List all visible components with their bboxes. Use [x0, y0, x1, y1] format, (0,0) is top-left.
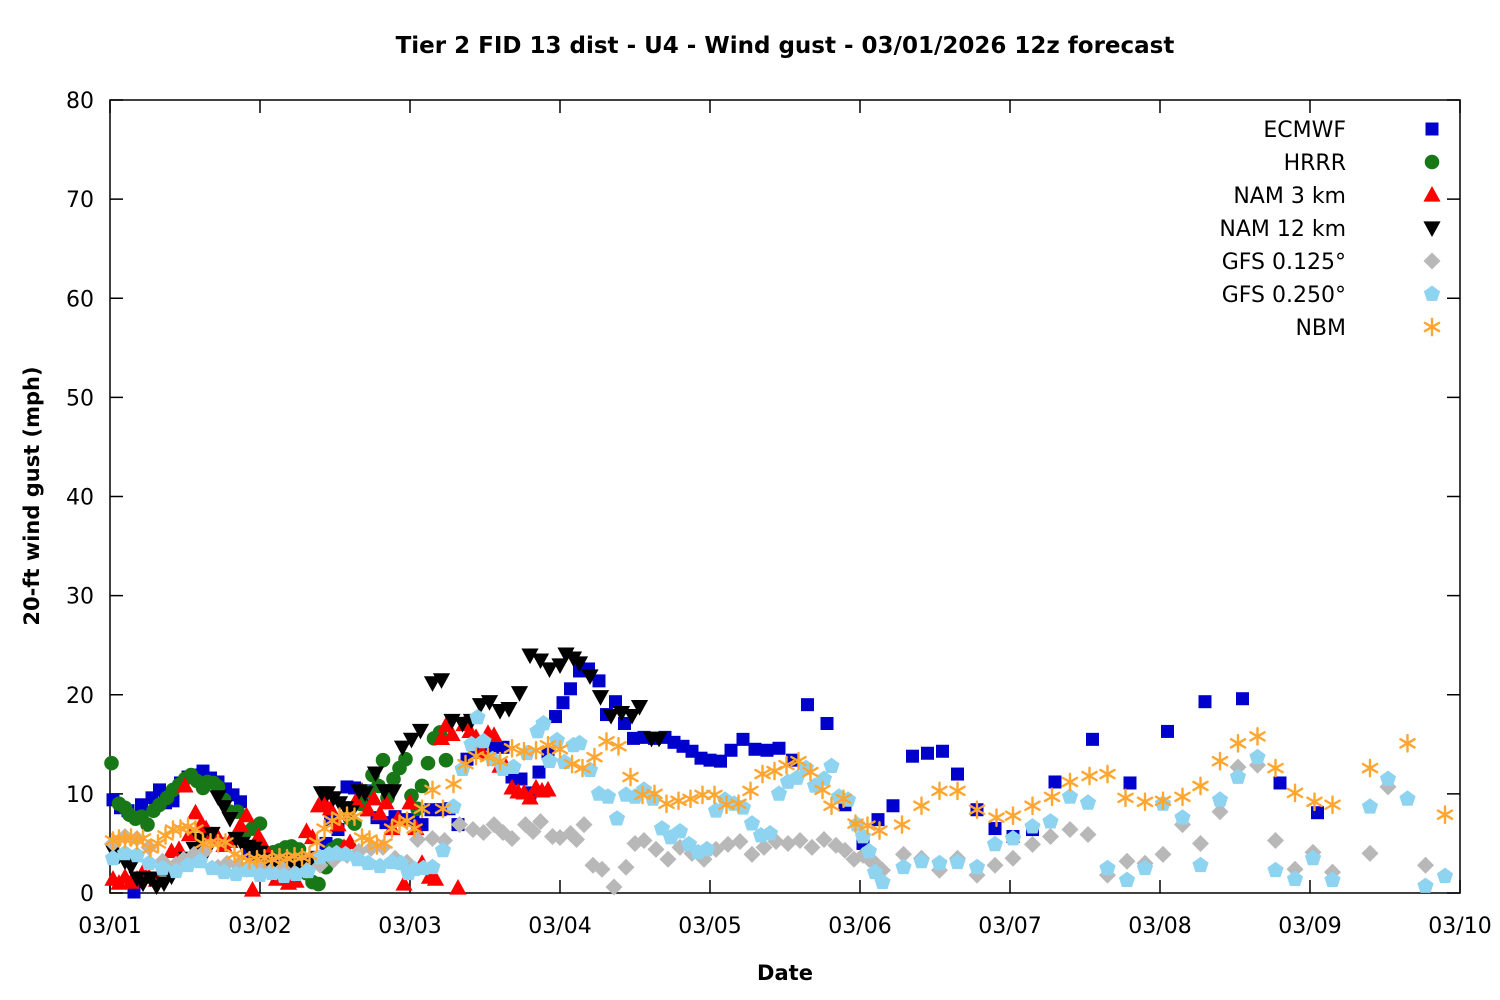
- y-tick-label: 20: [66, 684, 94, 709]
- x-tick-label: 03/09: [1278, 914, 1341, 939]
- legend-entry-nbm: NBM: [1295, 316, 1441, 341]
- legend-label: GFS 0.250°: [1222, 283, 1346, 308]
- y-tick-label: 40: [66, 486, 94, 511]
- legend-label: NAM 12 km: [1219, 217, 1346, 242]
- x-tick-label: 03/01: [78, 914, 141, 939]
- legend-label: GFS 0.125°: [1222, 250, 1346, 275]
- legend-marker-asterisk-icon: [1423, 317, 1441, 337]
- legend-entry-nam-12-km: NAM 12 km: [1219, 217, 1441, 242]
- x-tick-label: 03/04: [528, 914, 591, 939]
- legend: ECMWF HRRR NAM 3 km NAM 12 km GFS 0.125° GFS …: [1219, 118, 1441, 341]
- legend-label: NBM: [1295, 316, 1346, 341]
- series-nbm: [104, 726, 1454, 870]
- legend-entry-gfs-0-125: GFS 0.125°: [1222, 250, 1441, 275]
- x-tick-label: 03/10: [1428, 914, 1491, 939]
- x-tick-label: 03/03: [378, 914, 441, 939]
- legend-marker-pentagon-icon: [1423, 285, 1441, 301]
- x-tick-label: 03/05: [678, 914, 741, 939]
- legend-entry-hrrr: HRRR: [1284, 151, 1440, 176]
- legend-marker-circle-icon: [1424, 154, 1440, 170]
- legend-label: ECMWF: [1263, 118, 1346, 143]
- x-axis-label: Date: [757, 961, 813, 985]
- chart-title: Tier 2 FID 13 dist - U4 - Wind gust - 03…: [395, 33, 1175, 59]
- y-tick-label: 70: [66, 188, 94, 213]
- legend-entry-ecmwf: ECMWF: [1263, 118, 1439, 143]
- x-tick-label: 03/06: [828, 914, 891, 939]
- y-tick-label: 30: [66, 585, 94, 610]
- y-tick-label: 50: [66, 386, 94, 411]
- x-tick-label: 03/07: [978, 914, 1041, 939]
- y-tick-label: 0: [80, 882, 94, 907]
- y-tick-label: 60: [66, 287, 94, 312]
- series-gfs-0-250: [104, 709, 1454, 893]
- legend-marker-diamond-icon: [1423, 252, 1441, 270]
- axes: 0 10 20 30 40 50 60 70 80 03/01 03/02 03/03 03/04 03/…: [66, 89, 1492, 939]
- legend-marker-triangle-up-icon: [1423, 186, 1441, 202]
- y-tick-label: 80: [66, 89, 94, 114]
- legend-entry-nam-3-km: NAM 3 km: [1233, 184, 1441, 209]
- legend-label: HRRR: [1284, 151, 1346, 176]
- legend-label: NAM 3 km: [1233, 184, 1346, 209]
- y-tick-label: 10: [66, 783, 94, 808]
- x-tick-label: 03/08: [1128, 914, 1191, 939]
- legend-entry-gfs-0-250: GFS 0.250°: [1222, 283, 1441, 308]
- legend-marker-triangle-down-icon: [1423, 221, 1441, 237]
- x-tick-label: 03/02: [228, 914, 291, 939]
- legend-marker-square-icon: [1425, 122, 1439, 136]
